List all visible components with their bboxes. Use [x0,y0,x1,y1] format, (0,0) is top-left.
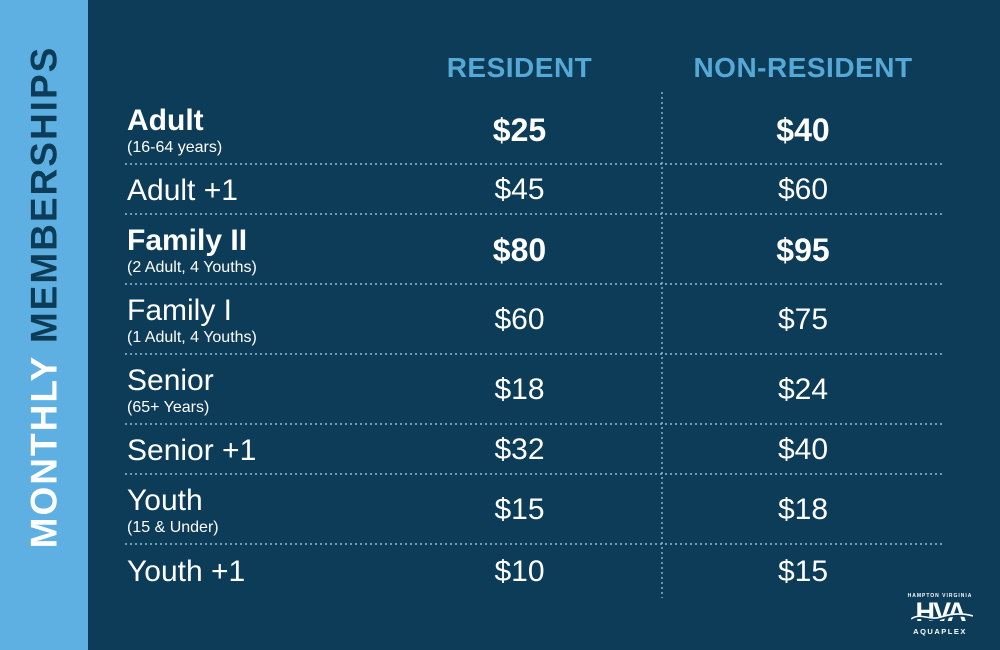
resident-price: $45 [494,173,545,206]
table-body: Adult (16-64 years) $25 $40 Adult +1 $45… [125,95,944,598]
membership-label-cell: Senior +1 [127,434,377,467]
hva-aquaplex-logo: HAMPTON VIRGINIA HVA AQUAPLEX [908,593,974,636]
non-resident-price: $95 [776,231,830,268]
membership-label: Adult +1 [127,173,238,207]
resident-price: $32 [494,433,545,466]
logo-city-text: HAMPTON VIRGINIA [907,593,973,599]
table-row: Family II (2 Adult, 4 Youths) $80 $95 [125,215,944,285]
column-header-resident: RESIDENT [446,51,593,83]
resident-price: $25 [492,111,547,148]
membership-label-cell: Youth (15 & Under) [127,484,377,537]
resident-price: $15 [494,493,545,526]
non-resident-price: $40 [777,433,829,466]
resident-price: $80 [492,231,547,268]
logo-hva-text: HVA [915,597,966,627]
non-resident-price: $18 [777,493,829,526]
membership-label-cell: Adult +1 [127,174,377,207]
membership-sublabel: (16-64 years) [127,138,223,156]
membership-label-cell: Adult (16-64 years) [127,104,377,157]
table-row: Youth +1 $10 $15 [127,545,944,598]
non-resident-price: $75 [777,303,829,336]
membership-label: Youth [127,483,203,517]
membership-label: Youth +1 [127,555,246,588]
membership-sublabel: (1 Adult, 4 Youths) [127,328,257,346]
table-row: Youth (15 & Under) $15 $18 [125,475,944,545]
column-divider [661,92,663,598]
table-row: Adult (16-64 years) $25 $40 [125,95,944,165]
membership-label-cell: Youth +1 [127,555,377,588]
table-row: Adult +1 $45 $60 [125,165,944,215]
membership-label: Family I [127,293,232,327]
membership-sublabel: (15 & Under) [127,518,219,536]
table-row: Senior +1 $32 $40 [125,425,944,475]
wave-icon [911,613,974,622]
membership-label-cell: Senior (65+ Years) [127,364,377,417]
non-resident-price: $15 [777,554,829,588]
table-row: Senior (65+ Years) $18 $24 [125,355,944,425]
resident-price: $60 [494,303,545,336]
column-header-non-resident: NON-RESIDENT [693,51,913,83]
membership-label-cell: Family II (2 Adult, 4 Youths) [127,224,377,277]
non-resident-price: $60 [777,173,829,206]
table-header-row: RESIDENT NON-RESIDENT [127,40,944,95]
membership-label: Family II [127,223,248,257]
non-resident-price: $40 [776,111,830,148]
membership-label: Adult [127,103,204,137]
pricing-table: RESIDENT NON-RESIDENT Adult (16-64 years… [125,40,944,598]
membership-sublabel: (2 Adult, 4 Youths) [127,258,257,276]
non-resident-price: $24 [777,373,829,406]
logo-aquaplex-text: AQUAPLEX [913,627,967,636]
sidebar: MONTHLY MEMBERSHIPS [0,0,88,650]
resident-price: $18 [494,373,545,406]
page-title: MONTHLY MEMBERSHIPS [23,46,65,549]
membership-sublabel: (65+ Years) [127,398,210,416]
page-title-monthly: MONTHLY [23,343,64,549]
membership-label-cell: Family I (1 Adult, 4 Youths) [127,294,377,347]
table-row: Family I (1 Adult, 4 Youths) $60 $75 [125,285,944,355]
membership-label: Senior [127,363,214,397]
resident-price: $10 [494,554,545,588]
page-title-memberships: MEMBERSHIPS [23,45,64,344]
membership-label: Senior +1 [127,433,257,467]
